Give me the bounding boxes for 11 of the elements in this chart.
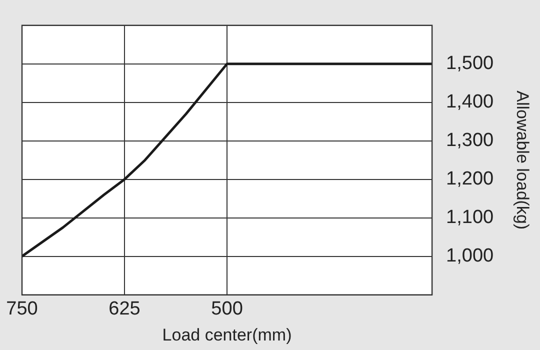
y-tick-label: 1,300 xyxy=(446,130,494,152)
x-axis-title: Load center(mm) xyxy=(162,325,292,344)
y-tick-label: 1,000 xyxy=(446,246,494,267)
x-tick-label: 625 xyxy=(108,298,140,320)
y-tick-label: 1,500 xyxy=(446,53,494,74)
y-tick-label: 1,400 xyxy=(446,92,494,113)
x-tick-label: 500 xyxy=(211,298,243,320)
y-tick-label: 1,200 xyxy=(446,168,494,190)
x-tick-label: 750 xyxy=(6,298,38,320)
y-tick-label: 1,100 xyxy=(446,207,494,228)
y-axis-title: Allowable load(kg) xyxy=(513,90,532,230)
